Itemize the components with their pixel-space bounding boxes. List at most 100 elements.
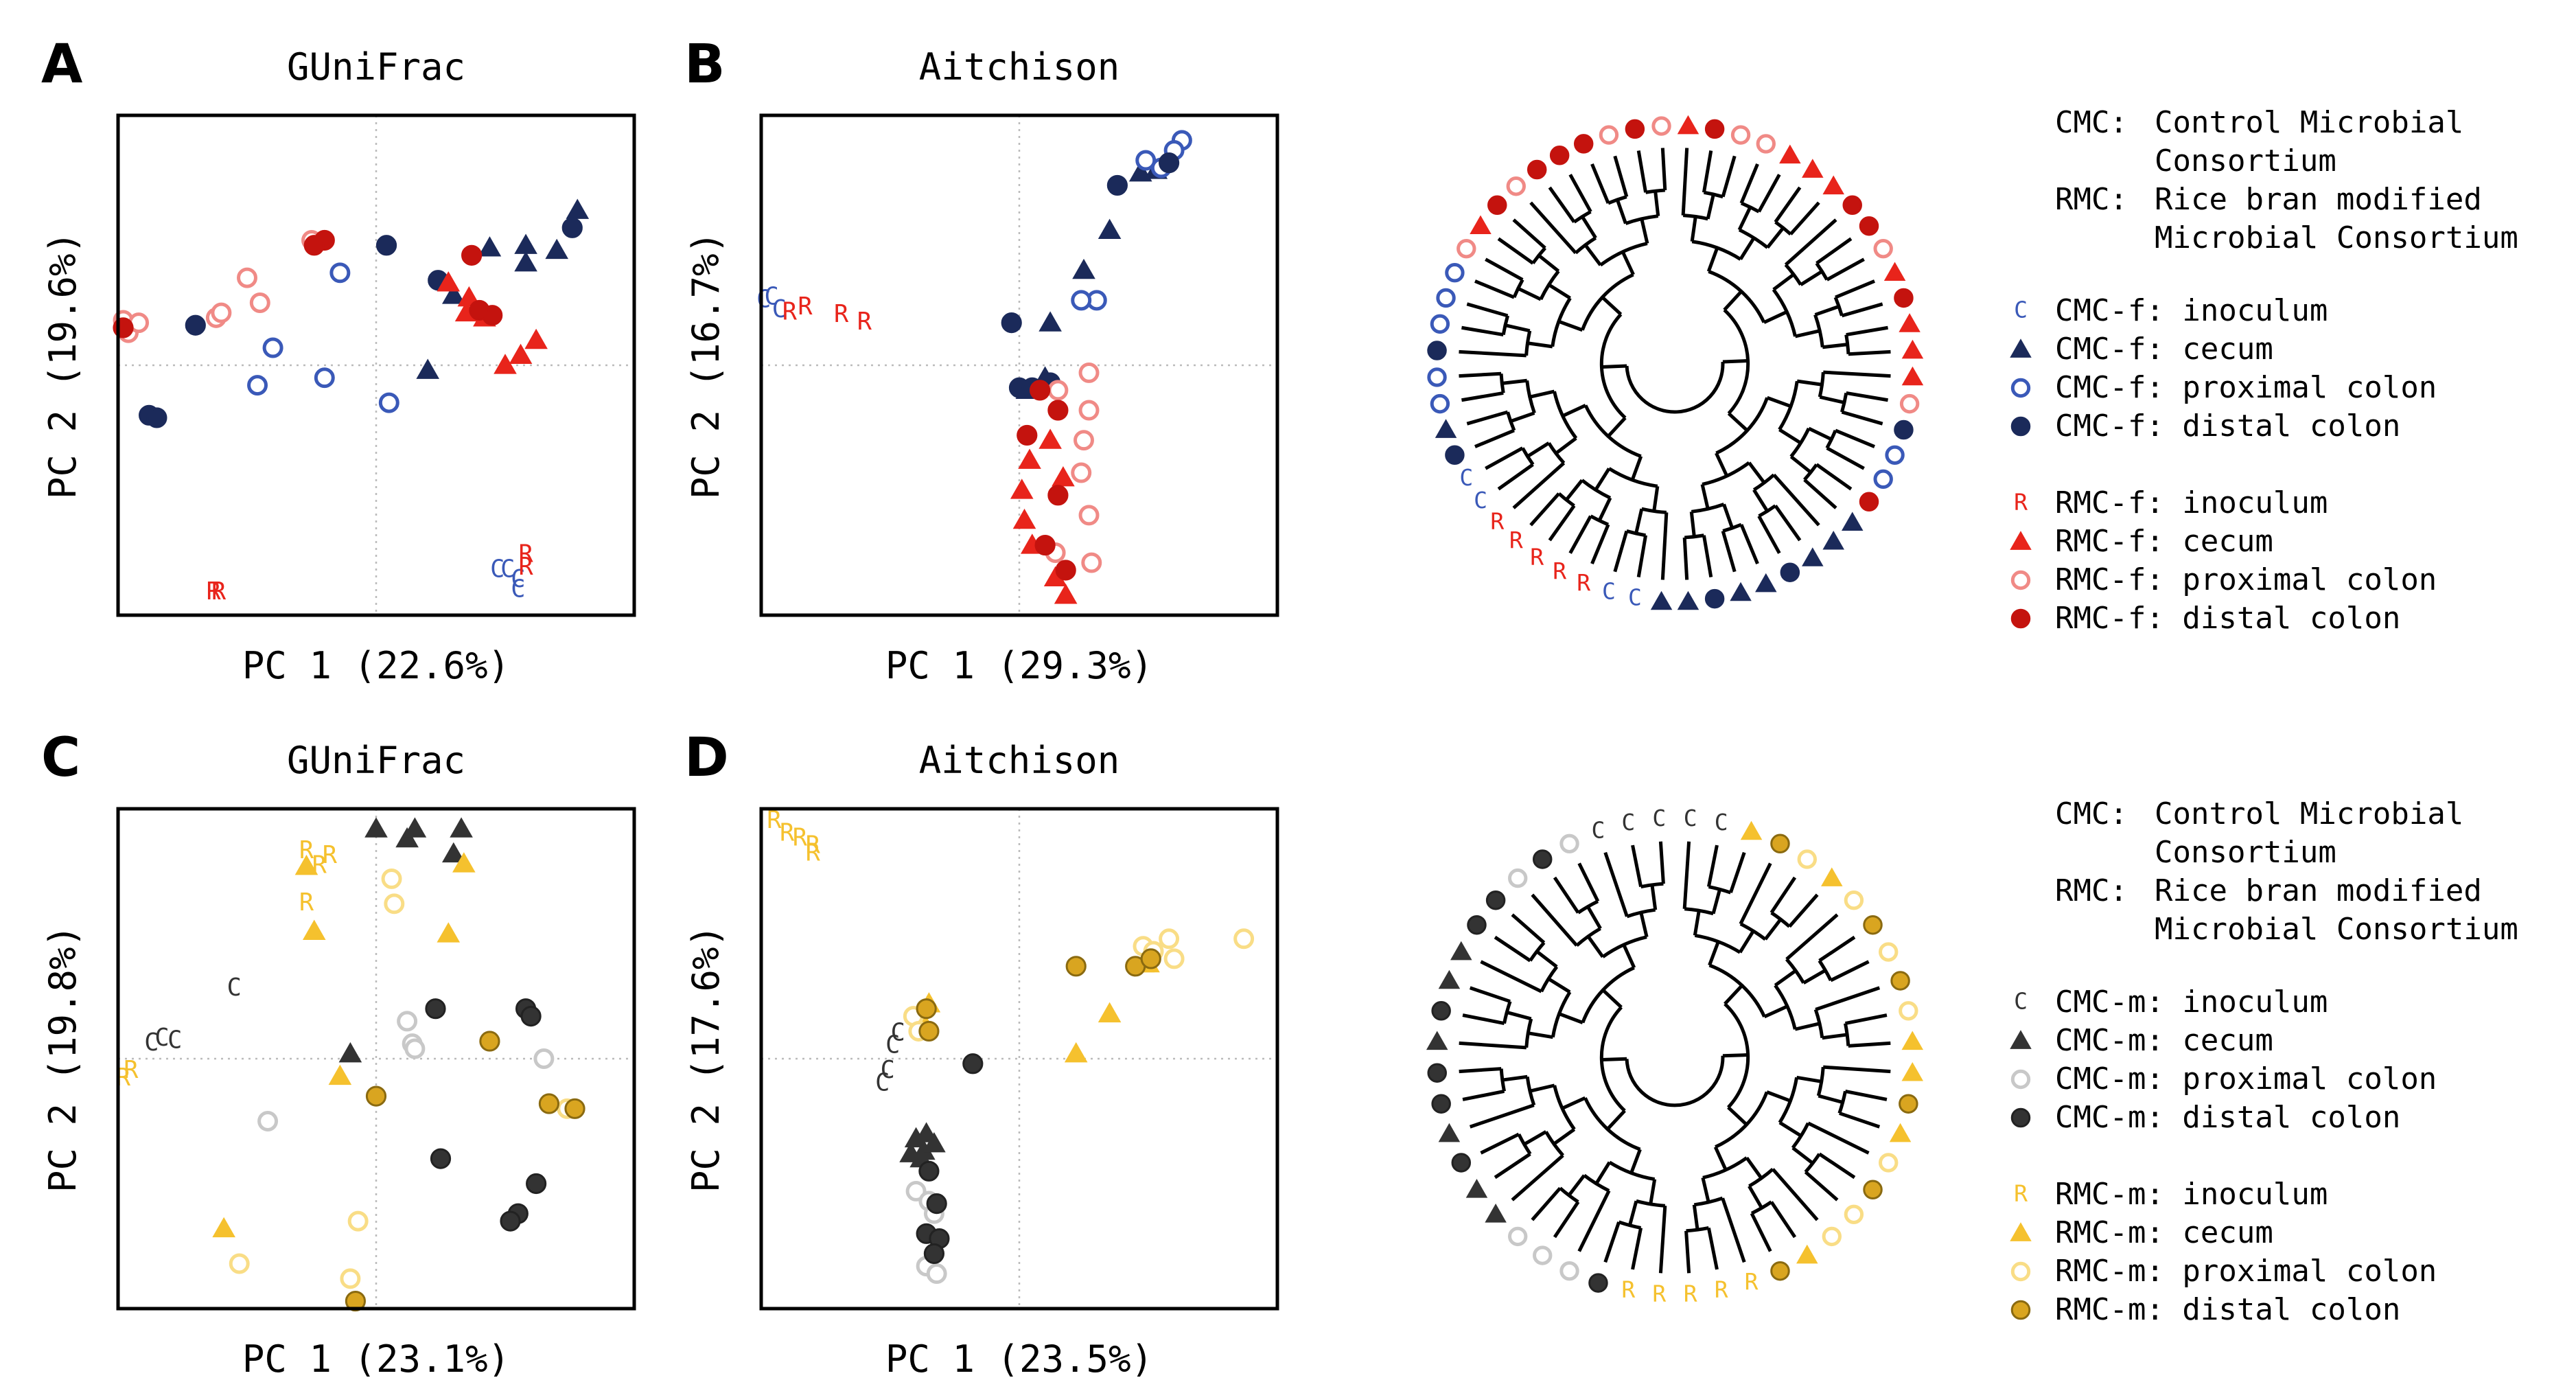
tree-arc [1574, 236, 1597, 255]
tree-branch [1601, 989, 1623, 1009]
tree-tip [1677, 115, 1699, 135]
series-rmc-m-cecum [212, 852, 476, 1238]
tree-branch [1800, 270, 1823, 286]
tree-tip: R [1684, 1280, 1697, 1307]
tree-branch [1485, 257, 1524, 281]
tree-arc [1715, 1091, 1769, 1149]
tree-branch [1772, 273, 1795, 291]
tree-tip [1899, 313, 1921, 332]
data-point [494, 354, 517, 374]
tree-branch [1844, 1013, 1888, 1026]
tree-branch [1512, 218, 1546, 250]
tree-tip [1430, 393, 1450, 414]
data-point: C [511, 575, 525, 603]
tree-tip [1549, 146, 1570, 165]
tree-tip [1899, 393, 1920, 414]
series-cmc-m-cecum [899, 1122, 946, 1168]
data-point [923, 1131, 946, 1153]
tree-tip [1890, 971, 1910, 991]
tree-tip: R [1621, 1276, 1635, 1303]
tree-arc [1625, 214, 1659, 225]
tree-branch [1748, 1185, 1763, 1209]
tree-arc [1691, 503, 1725, 514]
tree-branch [1766, 227, 1785, 249]
tree-arc [1553, 1085, 1576, 1131]
tree-tip: C [1652, 805, 1666, 831]
data-point [566, 198, 590, 219]
tree-tip [1431, 1001, 1451, 1021]
legend-marker [2010, 1030, 2032, 1049]
tree-branch [1562, 1096, 1586, 1110]
tree-branch [1841, 302, 1883, 318]
tree-branch [1565, 479, 1583, 501]
tree-branch [1630, 455, 1643, 481]
tree-branch [1727, 412, 1749, 432]
tree-arc [1691, 240, 1742, 261]
tree-tip [1508, 868, 1528, 888]
tree-tip [1559, 834, 1579, 853]
tree-arc [1547, 441, 1566, 465]
tree-tip [1427, 367, 1447, 387]
tree-tip [1863, 915, 1883, 935]
tree-branch [1681, 148, 1689, 216]
data-point [345, 1290, 367, 1312]
tree-branch [1796, 379, 1822, 387]
data-point [561, 217, 583, 238]
tree-tip: R [1553, 557, 1566, 584]
tree-branch [1844, 1089, 1888, 1101]
data-point [384, 893, 405, 915]
tree-branch [1531, 1186, 1562, 1221]
data-point [1047, 400, 1069, 421]
tree-branch [1788, 893, 1819, 928]
data-point [375, 235, 397, 256]
data-point [524, 328, 548, 349]
tree-tip [1470, 215, 1492, 235]
tree-branch [1771, 1168, 1819, 1221]
tree-branch [1577, 1190, 1611, 1252]
tree-branch [1789, 201, 1820, 235]
data-point: C [144, 1028, 159, 1057]
data-point [430, 1148, 452, 1169]
tree-arc [1599, 242, 1648, 267]
legend-definition-text: Rice bran modified [2155, 182, 2482, 217]
data-point [1038, 428, 1062, 449]
tree-branch [1461, 325, 1504, 337]
tree-tip [1797, 849, 1817, 869]
tree-arc [1559, 1186, 1579, 1204]
data-point [905, 1180, 927, 1202]
data-point [479, 1031, 500, 1052]
data-point [314, 367, 335, 389]
tree-branch [1723, 290, 1743, 312]
tree-tip [1844, 890, 1864, 910]
tree-branch [1739, 237, 1756, 260]
tree-tip: C [1621, 809, 1635, 836]
data-point [1078, 362, 1100, 383]
tree-branch [1459, 1067, 1502, 1074]
data-point [1071, 462, 1092, 483]
data-point: C [881, 1056, 895, 1084]
data-point [1001, 312, 1022, 334]
tree-arc [1499, 1068, 1506, 1092]
data-point [469, 299, 490, 321]
data-point: C [490, 555, 504, 583]
tree-branch [1548, 505, 1576, 542]
data-point: R [834, 300, 849, 328]
tree-tip [1899, 1001, 1918, 1021]
data-point [526, 1173, 547, 1195]
tree-branch [1568, 174, 1592, 213]
tree-branch [1796, 1075, 1822, 1083]
data-point: R [211, 577, 227, 606]
tree-branch [1682, 537, 1689, 580]
tree-branch [1722, 359, 1748, 364]
data-point [365, 1085, 387, 1107]
tree-branch [1510, 411, 1535, 424]
tree-tip: R [1715, 1276, 1728, 1303]
tree-tip [1704, 119, 1725, 139]
tree-branch [1823, 370, 1891, 378]
